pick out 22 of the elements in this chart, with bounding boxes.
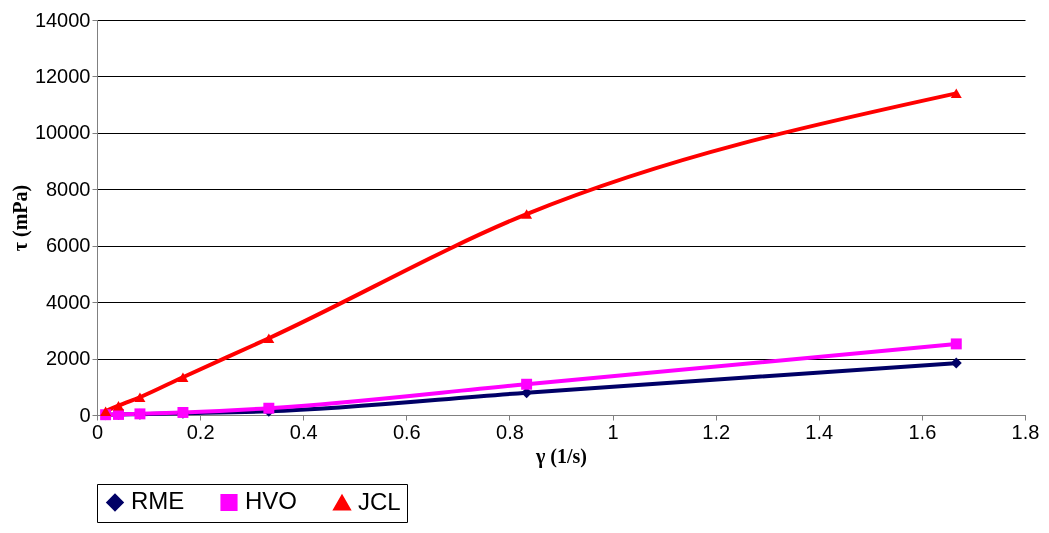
y-tick-label: 8000 xyxy=(46,177,91,200)
y-tick-label: 4000 xyxy=(46,290,91,313)
x-tick-label: 0.2 xyxy=(186,420,215,443)
x-tick-label: 1.2 xyxy=(702,420,731,443)
x-tick-label: 1.6 xyxy=(908,420,937,443)
y-tick-label: 10000 xyxy=(34,121,91,144)
y-tick-label: 12000 xyxy=(34,64,91,87)
x-tick-label: 0.8 xyxy=(496,420,524,443)
y-tick-label: 0 xyxy=(79,403,91,426)
y-tick-label: 6000 xyxy=(46,234,91,257)
legend-label: JCL xyxy=(358,487,401,515)
x-axis-title: γ (1/s) xyxy=(534,444,588,468)
x-tick-label: 1.4 xyxy=(805,420,834,443)
legend-label: RME xyxy=(131,487,185,515)
x-tick-label: 0.4 xyxy=(289,420,318,443)
x-tick-label: 0.6 xyxy=(392,420,421,443)
x-tick-label: 1.8 xyxy=(1011,420,1040,443)
y-tick-label: 2000 xyxy=(46,347,91,370)
legend-label: HVO xyxy=(245,487,298,515)
y-tick-label: 14000 xyxy=(34,8,91,31)
x-tick-label: 1 xyxy=(607,420,619,443)
y-axis-title: τ (mPa) xyxy=(8,184,32,252)
